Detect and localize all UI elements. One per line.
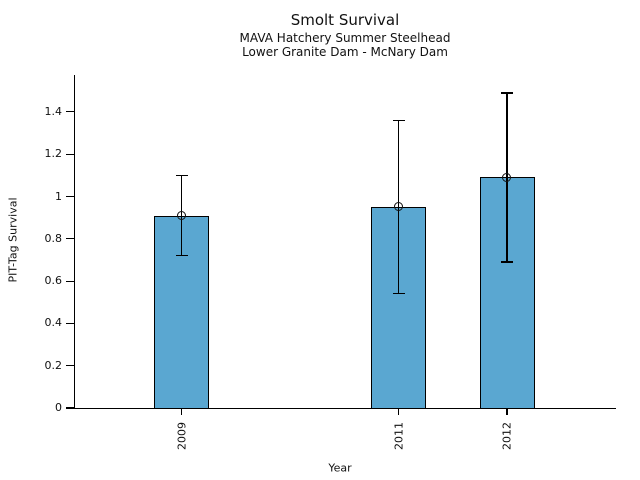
- y-tick-label: 0.4: [44, 316, 63, 330]
- chart-title: Smolt Survival: [290, 11, 400, 29]
- error-cap-bottom: [175, 255, 188, 257]
- y-tick-label: 0.6: [44, 274, 63, 288]
- error-cap-bottom: [501, 261, 513, 263]
- x-axis-title: Year: [328, 461, 352, 475]
- error-cap-bottom: [392, 293, 405, 295]
- error-cap-top: [501, 92, 513, 94]
- y-tick-label: 0.2: [44, 358, 63, 372]
- error-cap-top: [175, 174, 188, 176]
- x-tick-label: 2011: [392, 422, 405, 450]
- bar-2009: [154, 215, 209, 409]
- y-axis-spine: [73, 75, 75, 409]
- x-tick: [397, 409, 400, 415]
- y-tick: [65, 365, 74, 367]
- y-tick-label: 1.4: [44, 104, 63, 118]
- y-tick: [65, 238, 74, 240]
- x-tick: [506, 409, 508, 415]
- x-tick: [180, 409, 183, 415]
- point-marker: [393, 202, 403, 212]
- error-cap-top: [392, 119, 405, 121]
- y-tick: [65, 407, 74, 409]
- y-tick: [65, 153, 74, 155]
- y-tick: [65, 280, 74, 282]
- y-tick: [65, 195, 74, 198]
- bar-2011: [371, 207, 426, 409]
- x-tick-label: 2012: [500, 422, 514, 450]
- point-marker: [176, 210, 186, 220]
- x-tick-label: 2009: [175, 422, 188, 450]
- chart-subtitle-line1: MAVA Hatchery Summer Steelhead: [239, 31, 451, 45]
- x-axis-line: [66, 407, 616, 409]
- y-axis-title: PIT-Tag Survival: [6, 197, 20, 283]
- y-tick: [65, 111, 74, 113]
- chart-subtitle-line2: Lower Granite Dam - McNary Dam: [242, 45, 448, 59]
- y-tick-label: 1.2: [44, 147, 63, 161]
- y-tick-label: 1: [55, 189, 62, 203]
- y-tick-label: 0: [55, 401, 62, 414]
- y-tick-label: 0.8: [44, 231, 63, 245]
- point-marker: [502, 172, 512, 182]
- y-tick: [65, 322, 74, 324]
